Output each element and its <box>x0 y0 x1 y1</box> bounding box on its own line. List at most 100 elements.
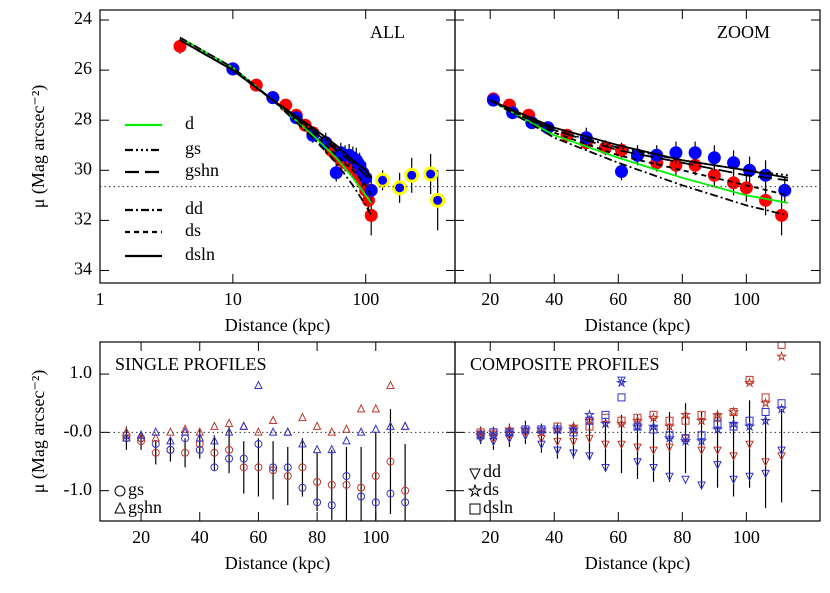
point <box>649 410 658 419</box>
x-tick-label: 60 <box>609 289 627 309</box>
x-tick-label: 100 <box>733 527 760 547</box>
point <box>327 427 337 436</box>
legend-marker <box>467 483 483 498</box>
point <box>665 431 674 440</box>
point <box>537 440 546 450</box>
point <box>553 437 562 447</box>
point <box>239 454 248 463</box>
point <box>239 463 248 472</box>
point <box>364 183 378 197</box>
point <box>697 481 706 491</box>
point <box>404 167 420 183</box>
legend-label: ds <box>483 479 499 499</box>
point <box>224 418 234 427</box>
point <box>283 472 292 481</box>
point <box>727 417 740 429</box>
point <box>342 480 351 489</box>
point <box>761 469 770 479</box>
point <box>537 434 546 444</box>
point <box>777 399 786 408</box>
point <box>535 426 548 438</box>
point <box>761 407 770 416</box>
point <box>695 414 708 426</box>
model-line <box>179 39 372 179</box>
point <box>711 423 724 435</box>
point <box>371 498 380 507</box>
point <box>585 452 594 462</box>
point <box>401 486 410 495</box>
legend-label: dd <box>483 461 501 481</box>
point <box>601 410 610 419</box>
point <box>535 423 548 435</box>
point <box>521 425 530 434</box>
point <box>695 435 708 446</box>
point <box>430 192 446 208</box>
point <box>775 208 789 222</box>
x-axis-title: Distance (kpc) <box>585 553 690 574</box>
point <box>583 409 596 420</box>
legend-marker <box>114 501 126 514</box>
point <box>713 446 722 456</box>
point <box>386 380 395 390</box>
point <box>342 472 351 481</box>
model-line <box>179 36 372 216</box>
x-tick-label: 10 <box>224 289 242 309</box>
point <box>386 421 395 430</box>
x-tick-label: 80 <box>673 527 691 547</box>
point <box>745 375 754 384</box>
point <box>225 445 234 454</box>
point <box>180 427 190 436</box>
point <box>254 427 263 436</box>
y-tick-label: 34 <box>74 259 92 279</box>
point <box>713 461 722 470</box>
x-tick-label: 60 <box>249 527 267 547</box>
point <box>697 410 706 419</box>
x-tick-label: 80 <box>308 527 326 547</box>
point <box>681 475 690 485</box>
point <box>180 424 190 433</box>
panel-frame <box>99 9 456 284</box>
point <box>312 444 322 454</box>
point <box>713 413 722 422</box>
panel-frame <box>454 341 821 522</box>
point <box>195 445 204 454</box>
point <box>283 427 293 436</box>
legend-marker <box>469 503 481 515</box>
point <box>195 427 205 436</box>
point <box>697 446 706 456</box>
x-tick-label: 100 <box>352 289 379 309</box>
point <box>423 166 439 182</box>
point <box>375 172 391 188</box>
point <box>729 422 738 431</box>
x-tick-label: 20 <box>132 527 150 547</box>
x-tick-label: 40 <box>191 527 209 547</box>
point <box>166 445 175 454</box>
point <box>371 403 381 413</box>
y-tick-label: 1.0 <box>70 362 93 382</box>
point <box>195 432 205 442</box>
point <box>633 443 642 453</box>
point <box>759 397 772 408</box>
point <box>761 458 770 467</box>
point <box>663 420 676 432</box>
point <box>649 425 658 434</box>
point <box>475 429 487 441</box>
point <box>254 440 263 449</box>
point <box>151 427 161 436</box>
point <box>475 426 487 438</box>
point <box>342 424 351 433</box>
point <box>298 412 307 422</box>
point <box>371 472 380 481</box>
point <box>254 380 263 390</box>
point <box>633 458 642 467</box>
point <box>356 427 366 436</box>
point <box>210 435 219 445</box>
point <box>537 425 546 434</box>
point <box>743 420 756 432</box>
point <box>487 426 499 438</box>
point <box>615 417 628 429</box>
point <box>679 435 692 446</box>
x-axis-title: Distance (kpc) <box>225 315 330 336</box>
point <box>585 416 594 425</box>
model-line <box>489 99 789 177</box>
